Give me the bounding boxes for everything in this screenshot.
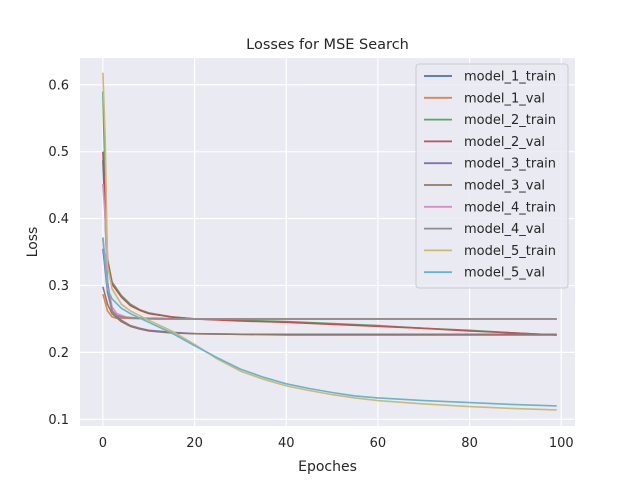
legend-label: model_2_val [464,135,545,150]
x-tick-label: 20 [186,436,203,451]
chart-title: Losses for MSE Search [246,37,409,53]
series-line-model-5-val [102,237,557,407]
legend-label: model_3_train [464,157,556,172]
x-tick-labels: 0 20 40 60 80 100 [99,436,574,451]
series-line-model-5-train [102,72,557,411]
series-line-model-4-val [102,238,557,320]
series-line-model-2-val [102,151,557,336]
legend-label: model_1_train [464,70,556,85]
y-tick-label: 0.4 [48,212,69,227]
legend-label: model_4_val [464,222,545,237]
y-tick-label: 0.3 [48,279,69,294]
x-tick-label: 60 [370,436,387,451]
legend: model_1_train model_1_val model_2_trainmod… [415,63,569,289]
x-tick-label: 0 [99,436,107,451]
x-axis-label: Epoches [298,459,357,475]
x-tick-label: 80 [461,436,478,451]
legend-label: model_2_train [464,113,556,128]
legend-label: model_5_val [464,266,545,281]
series-line-model-3-val [102,286,557,336]
legend-label: model_5_train [464,244,556,259]
y-tick-label: 0.1 [48,413,69,428]
legend-label: model_1_val [464,91,545,106]
y-tick-label: 0.5 [48,145,69,160]
legend-label: model_4_train [464,200,556,215]
y-tick-label: 0.2 [48,346,69,361]
y-tick-label: 0.6 [48,78,69,93]
x-tick-label: 40 [278,436,295,451]
y-axis-label: Loss [25,227,41,258]
series-lines [102,72,557,411]
legend-label: model_3_val [464,179,545,194]
legend-box [415,63,569,289]
y-tick-labels: 0.1 0.2 0.3 0.4 0.5 0.6 [48,78,69,428]
x-tick-label: 100 [549,436,574,451]
